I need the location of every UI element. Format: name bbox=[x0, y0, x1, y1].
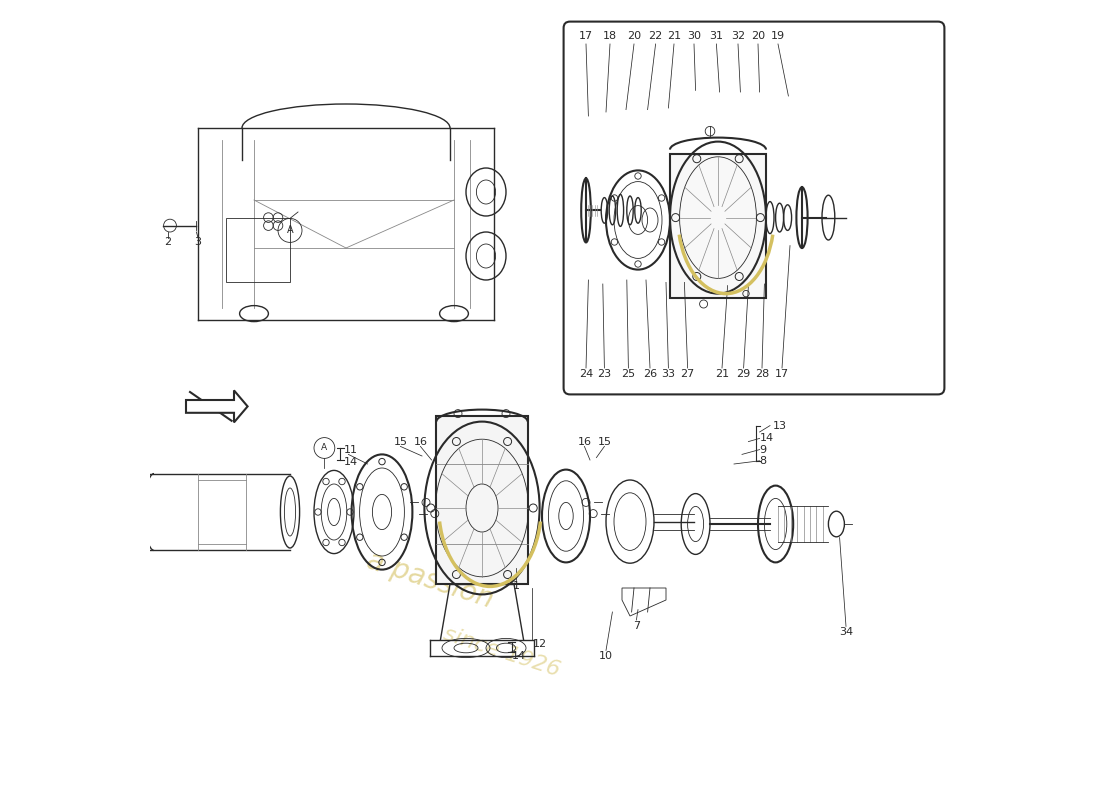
Text: 9: 9 bbox=[760, 445, 767, 454]
Text: 21: 21 bbox=[667, 31, 681, 41]
Text: 31: 31 bbox=[710, 31, 724, 41]
Text: 7: 7 bbox=[632, 621, 640, 630]
Text: 15: 15 bbox=[394, 437, 407, 446]
Text: since 1926: since 1926 bbox=[441, 624, 563, 680]
Text: 27: 27 bbox=[681, 370, 695, 379]
Text: 14: 14 bbox=[343, 457, 358, 466]
Text: 10: 10 bbox=[600, 651, 613, 661]
Text: 33: 33 bbox=[661, 370, 675, 379]
Text: eD1Parts: eD1Parts bbox=[648, 199, 820, 233]
Text: 14: 14 bbox=[760, 434, 773, 443]
Text: 12: 12 bbox=[532, 639, 547, 649]
Bar bbox=[670, 154, 766, 298]
Text: 2: 2 bbox=[164, 237, 172, 246]
Text: 8: 8 bbox=[760, 456, 767, 466]
Polygon shape bbox=[437, 416, 528, 584]
Text: 20: 20 bbox=[751, 31, 766, 41]
Text: 16: 16 bbox=[578, 437, 592, 446]
Text: 25: 25 bbox=[621, 370, 636, 379]
Text: 18: 18 bbox=[603, 31, 617, 41]
Text: 34: 34 bbox=[839, 627, 854, 637]
Text: 21: 21 bbox=[715, 370, 729, 379]
Text: 17: 17 bbox=[774, 370, 789, 379]
Text: A: A bbox=[321, 443, 328, 453]
FancyBboxPatch shape bbox=[563, 22, 945, 394]
Text: 13: 13 bbox=[772, 421, 786, 430]
Text: 20: 20 bbox=[627, 31, 641, 41]
Text: 24: 24 bbox=[579, 370, 593, 379]
Text: 19: 19 bbox=[771, 31, 785, 41]
Text: 22: 22 bbox=[649, 31, 662, 41]
Text: 30: 30 bbox=[688, 31, 701, 41]
Text: 17: 17 bbox=[579, 31, 593, 41]
Text: 3: 3 bbox=[195, 237, 201, 246]
Text: 14: 14 bbox=[512, 651, 526, 661]
Text: 1: 1 bbox=[513, 581, 520, 590]
Text: A: A bbox=[287, 226, 294, 235]
Text: 29: 29 bbox=[737, 370, 750, 379]
Text: 32: 32 bbox=[730, 31, 745, 41]
Text: 28: 28 bbox=[755, 370, 769, 379]
Text: a passion: a passion bbox=[363, 546, 497, 614]
Text: 23: 23 bbox=[597, 370, 612, 379]
Text: 26: 26 bbox=[642, 370, 657, 379]
Bar bbox=[226, 218, 290, 282]
Text: 11: 11 bbox=[343, 445, 358, 454]
Text: 16: 16 bbox=[414, 437, 428, 446]
Polygon shape bbox=[186, 390, 248, 422]
Text: 15: 15 bbox=[597, 437, 612, 446]
